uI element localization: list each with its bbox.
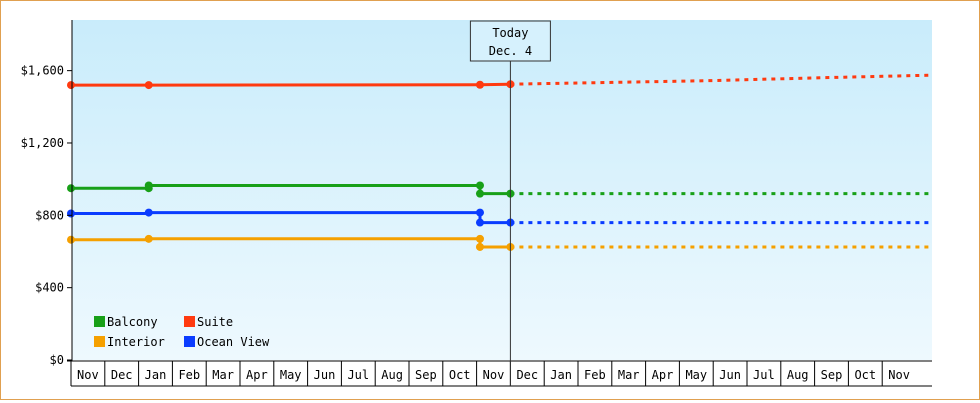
x-tick-label: Aug	[787, 368, 809, 382]
y-tick-label: $1,600	[21, 64, 64, 78]
series-line-actual	[71, 82, 511, 87]
x-tick-label: Sep	[821, 368, 843, 382]
y-tick-label: $400	[35, 281, 64, 295]
legend-label: Balcony	[107, 315, 158, 329]
y-tick-label: $0	[50, 353, 64, 367]
legend-label: Suite	[197, 315, 233, 329]
x-tick-label: Apr	[246, 368, 268, 382]
x-tick-label: Oct	[854, 368, 876, 382]
series-point	[144, 81, 153, 90]
series-point	[475, 234, 484, 243]
x-tick-label: Mar	[212, 368, 234, 382]
x-tick-label: Dec	[516, 368, 538, 382]
today-date: Dec. 4	[489, 44, 532, 58]
x-tick-label: Nov	[888, 368, 910, 382]
legend-label: Interior	[107, 335, 165, 349]
series-line-forecast	[510, 73, 930, 86]
series-point	[475, 218, 484, 227]
series-point	[144, 181, 153, 190]
x-tick-label: Jan	[145, 368, 167, 382]
series-line-actual	[71, 211, 511, 225]
legend-swatch	[184, 316, 195, 327]
series-point	[144, 208, 153, 217]
series-line-actual	[71, 237, 511, 249]
x-tick-label: Mar	[618, 368, 640, 382]
legend-swatch	[184, 336, 195, 347]
x-tick-label: Oct	[449, 368, 471, 382]
x-tick-label: Sep	[415, 368, 437, 382]
x-tick-label: Nov	[77, 368, 99, 382]
x-tick-label: Feb	[178, 368, 200, 382]
legend-swatch	[94, 336, 105, 347]
series-point	[67, 235, 75, 244]
series-point	[144, 234, 153, 243]
x-tick-label: Nov	[483, 368, 505, 382]
legend-swatch	[94, 316, 105, 327]
x-tick-label: Aug	[381, 368, 403, 382]
x-tick-label: Feb	[584, 368, 606, 382]
x-tick-label: Jul	[753, 368, 775, 382]
plot-area	[72, 20, 932, 360]
series-point	[475, 181, 484, 190]
x-tick-label: Jul	[347, 368, 369, 382]
today-box	[469, 20, 551, 62]
series-point	[475, 189, 484, 198]
x-tick-label: May	[280, 368, 302, 382]
series-point	[67, 81, 75, 90]
series-point	[475, 80, 484, 89]
y-tick-label: $1,200	[21, 136, 64, 150]
x-tick-label: Jan	[550, 368, 572, 382]
y-tick-label: $800	[35, 208, 64, 222]
x-tick-label: Apr	[652, 368, 674, 382]
x-tick-label: Jun	[314, 368, 336, 382]
series-point	[67, 209, 75, 218]
x-tick-label: Dec	[111, 368, 133, 382]
x-tick-label: May	[685, 368, 707, 382]
legend-label: Ocean View	[197, 335, 270, 349]
today-label: Today	[492, 26, 528, 40]
series-point	[475, 242, 484, 251]
x-tick-label: Jun	[719, 368, 741, 382]
series-point	[67, 184, 75, 193]
series-point	[475, 208, 484, 217]
series-line-actual	[71, 184, 511, 196]
